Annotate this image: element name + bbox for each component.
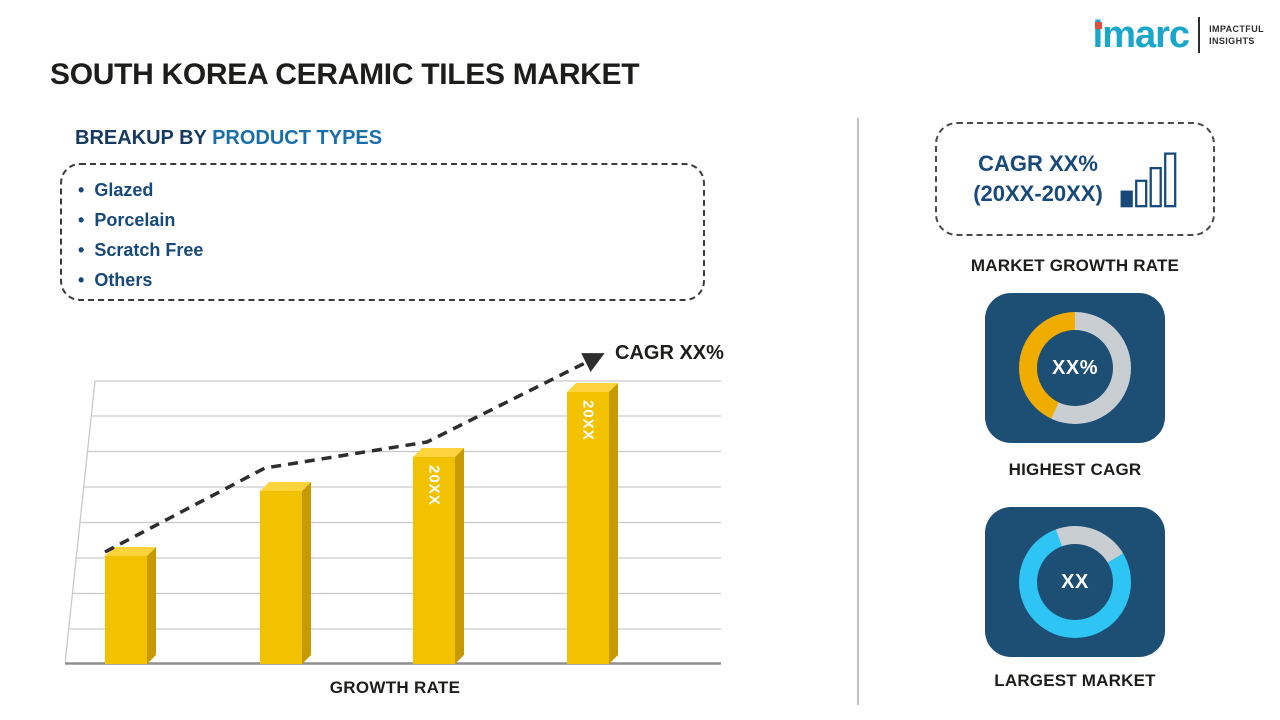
chart-bar: 20XX [413, 457, 455, 664]
product-type-item: Others [78, 265, 703, 295]
market-growth-label: MARKET GROWTH RATE [970, 256, 1180, 275]
bar-year-label: 20XX [579, 400, 597, 441]
bar-year-label: 20XX [425, 465, 443, 506]
logo-tagline-line2: INSIGHTS [1209, 36, 1255, 46]
imarc-logo: imarc IMPACTFUL INSIGHTS [1093, 16, 1264, 54]
logo-tagline: IMPACTFUL INSIGHTS [1209, 23, 1264, 47]
highest-cagr-value: XX% [1052, 356, 1098, 379]
highest-cagr-card: XX% [985, 293, 1165, 443]
cagr-card-line2: (20XX-20XX) [973, 181, 1103, 206]
chart-bar: 20XX [567, 392, 609, 664]
breakup-heading-prefix: BREAKUP BY [75, 127, 207, 149]
page-title: SOUTH KOREA CERAMIC TILES MARKET [50, 58, 640, 91]
cagr-card-text: CAGR XX% (20XX-20XX) [973, 149, 1103, 208]
largest-market-donut: XX [1019, 526, 1131, 638]
breakup-heading-highlight: PRODUCT TYPES [212, 127, 383, 149]
breakup-heading: BREAKUP BY PRODUCT TYPES [75, 127, 382, 150]
product-type-item: Porcelain [78, 205, 703, 235]
largest-market-donut-hole: XX [1037, 544, 1113, 620]
highest-cagr-label: HIGHEST CAGR [1008, 460, 1142, 479]
logo-brand: imarc [1092, 14, 1190, 56]
largest-market-card: XX [985, 507, 1165, 657]
logo-dot-icon [1094, 22, 1102, 29]
chart-bar [105, 556, 147, 664]
logo-brand-text: imarc [1092, 14, 1190, 56]
product-types-list: Glazed Porcelain Scratch Free Others [78, 175, 703, 295]
largest-market-label: LARGEST MARKET [994, 671, 1156, 690]
market-growth-card: CAGR XX% (20XX-20XX) [935, 122, 1215, 236]
product-type-item: Scratch Free [78, 235, 703, 265]
vertical-divider [857, 118, 859, 705]
largest-market-value: XX [1061, 570, 1089, 593]
chart-gridlines [65, 380, 721, 665]
highest-cagr-donut: XX% [1019, 312, 1131, 424]
x-axis-label: GROWTH RATE [329, 678, 461, 697]
chart-bar [260, 491, 302, 664]
logo-tagline-line1: IMPACTFUL [1209, 23, 1264, 34]
bar-chart-icon [1120, 152, 1177, 208]
product-types-box: Glazed Porcelain Scratch Free Others [60, 163, 705, 301]
product-type-item: Glazed [78, 175, 703, 205]
cagr-annotation: CAGR XX% [615, 342, 724, 364]
highest-cagr-donut-hole: XX% [1037, 330, 1113, 406]
cagr-card-line1: CAGR XX% [978, 151, 1098, 177]
logo-divider [1198, 17, 1201, 53]
growth-bar-chart: 20XX 20XX CAGR XX% [65, 340, 725, 665]
